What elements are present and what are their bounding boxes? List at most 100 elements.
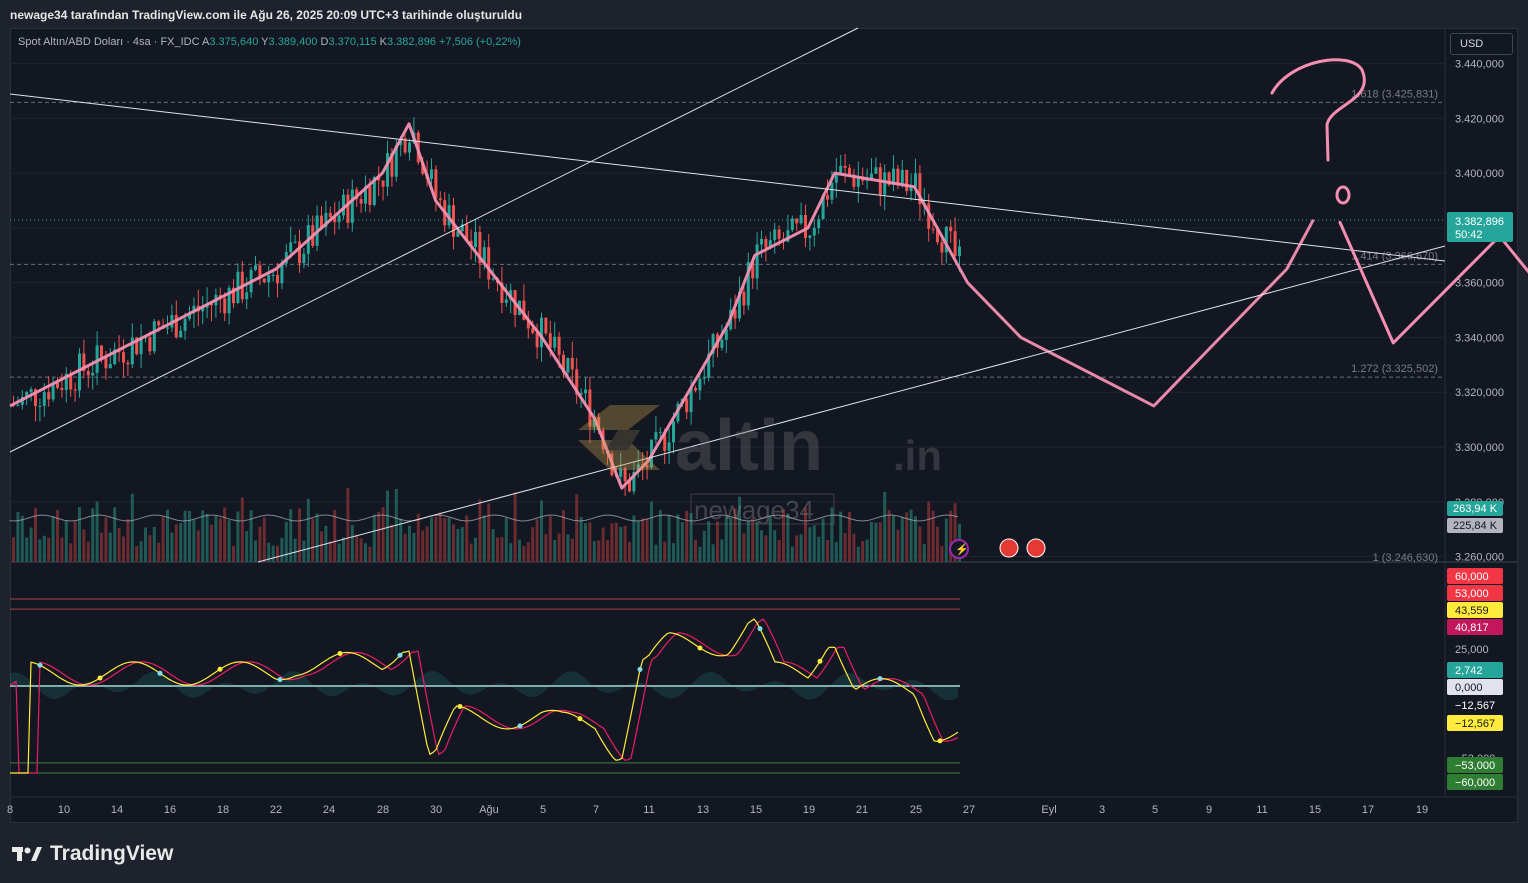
currency-selector[interactable]: USD: [1450, 33, 1513, 55]
volume-bar: [641, 518, 645, 562]
price-tick-label: 3.340,000: [1455, 332, 1504, 344]
symbol-name[interactable]: Spot Altın/ABD Doları · 4sa · FX_IDC: [18, 36, 200, 48]
volume-bar: [711, 544, 715, 562]
volume-bar: [773, 530, 777, 562]
volume-bar: [25, 537, 29, 562]
volume-bar: [839, 511, 843, 562]
volume-bar: [78, 507, 81, 562]
candle: [232, 287, 235, 304]
volume-bar: [258, 526, 262, 562]
volume-bar: [179, 522, 183, 562]
volume-bar: [834, 542, 838, 562]
candle: [944, 226, 948, 253]
time-tick-label: 22: [270, 804, 282, 816]
osc-signal-dot: [937, 738, 943, 744]
candle: [540, 317, 543, 348]
candle: [768, 240, 772, 248]
candle: [817, 219, 821, 228]
volume-bar: [104, 517, 108, 562]
time-tick-label: Ağu: [479, 804, 499, 816]
symbol-legend[interactable]: Spot Altın/ABD Doları · 4sa · FX_IDC A3.…: [18, 36, 521, 48]
candle: [628, 481, 631, 492]
question-mark-dot: [1335, 185, 1351, 205]
volume-bar: [254, 540, 257, 562]
candle: [386, 153, 389, 187]
volume-bar: [716, 521, 719, 562]
volume-bar: [931, 510, 935, 562]
candle: [914, 173, 917, 187]
fib-label: 1.414 (3.366,670): [1351, 250, 1438, 262]
volume-bar: [262, 517, 266, 562]
ascending-trendline: [257, 245, 1446, 563]
candle: [826, 195, 829, 200]
volume-bar: [372, 514, 376, 562]
candle: [764, 238, 768, 248]
volume-bar: [390, 524, 394, 562]
tradingview-logo[interactable]: TradingView: [12, 842, 173, 866]
volume-bar: [856, 546, 860, 562]
volume-bar: [183, 510, 187, 562]
candle: [597, 417, 601, 431]
volume-bar: [720, 539, 724, 562]
candle: [636, 464, 640, 472]
time-tick-label: 11: [643, 804, 654, 816]
event-markers: ⚡: [949, 538, 1046, 559]
candle: [654, 432, 658, 440]
volume-bar: [280, 537, 284, 562]
osc-badge-label: 0,000: [1455, 682, 1483, 694]
candle: [474, 232, 477, 248]
volume-bar: [606, 539, 609, 562]
volume-bar: [293, 538, 297, 562]
candle: [25, 392, 29, 397]
volume-bar: [73, 521, 77, 562]
volume-bar: [509, 543, 513, 562]
candle: [742, 291, 746, 306]
candle: [487, 247, 491, 280]
osc-badge-label: −12,567: [1455, 700, 1495, 712]
candle: [372, 177, 376, 205]
volume-bar: [953, 503, 957, 562]
candle: [139, 337, 143, 355]
candle: [254, 265, 257, 270]
low-value: 3.370,115: [328, 36, 377, 48]
volume-bar: [82, 529, 86, 562]
volume-bar: [680, 522, 684, 562]
volume-bar: [702, 530, 706, 562]
volume-bar: [557, 533, 561, 562]
snapshot-caption: newage34 tarafından TradingView.com ile …: [10, 8, 523, 22]
chart-frame[interactable]: [10, 28, 1518, 823]
volume-bar: [760, 530, 763, 562]
trendlines: [9, 27, 1446, 563]
candle: [790, 218, 794, 231]
volume-bar: [47, 537, 51, 562]
candle: [694, 387, 697, 391]
candle: [364, 186, 367, 204]
volume-bar: [944, 518, 948, 562]
time-tick-label: 7: [593, 804, 599, 816]
osc-badge-label: 40,817: [1455, 622, 1489, 634]
volume-bar: [232, 546, 235, 562]
volume-bar: [60, 537, 64, 562]
footer: TradingView: [0, 824, 1528, 883]
volume-bar: [342, 537, 345, 562]
volume-bar: [236, 511, 240, 562]
candle: [298, 241, 301, 264]
osc-signal-dot: [877, 676, 883, 682]
candle: [328, 212, 332, 218]
volume-bar: [698, 546, 702, 562]
osc-signal-dot: [577, 716, 583, 722]
volume-bar: [672, 543, 675, 562]
osc-signal-dot: [37, 662, 43, 668]
volume-bar: [817, 536, 821, 562]
volume-bar: [553, 539, 557, 562]
volume-bar: [425, 526, 429, 562]
volume-bar: [192, 519, 196, 562]
volume-bar: [579, 516, 583, 562]
volume-bar: [95, 501, 99, 562]
currency-label[interactable]: USD: [1460, 38, 1484, 50]
candle: [377, 177, 381, 181]
price-tick-label: 3.420,000: [1455, 113, 1504, 125]
volume-bar: [452, 524, 455, 562]
price-tick-label: 3.320,000: [1455, 387, 1504, 399]
